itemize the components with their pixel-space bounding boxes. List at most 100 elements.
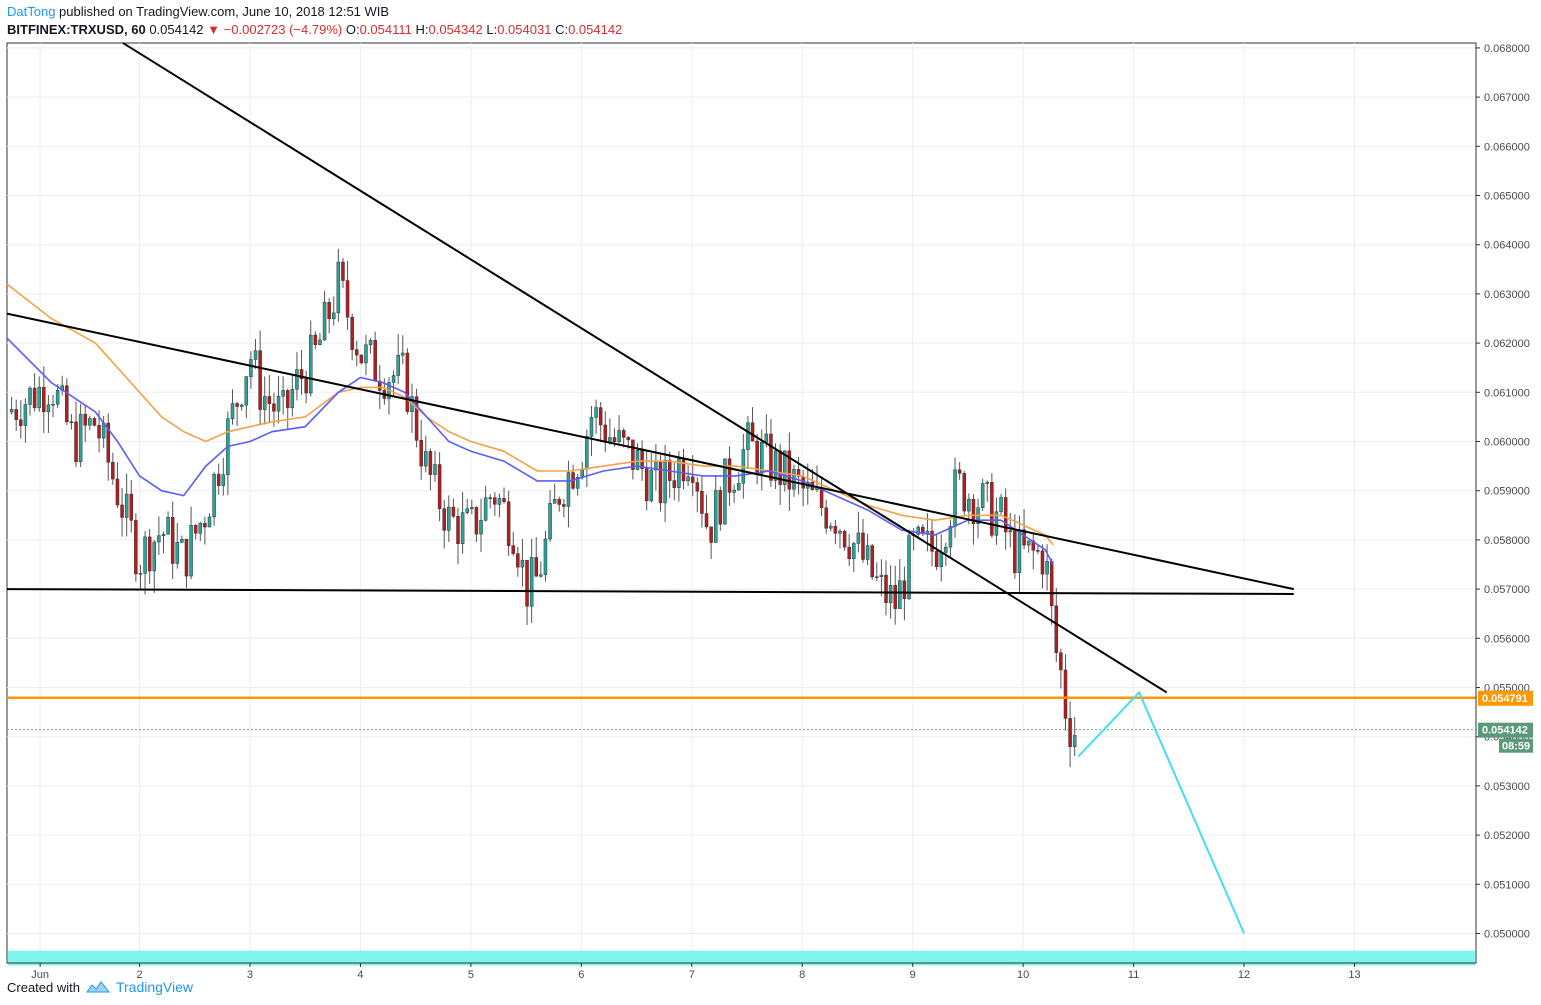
time-tick-label: 4 (357, 969, 363, 981)
candle-body (97, 425, 101, 439)
countdown-label: 08:59 (1502, 741, 1530, 753)
candle-body (520, 559, 525, 568)
candle-body (318, 339, 322, 346)
candle-body (681, 458, 686, 482)
candle-body (46, 404, 51, 412)
candle-body (120, 504, 124, 518)
price-tick-label: 0.061000 (1484, 387, 1530, 399)
candle-body (138, 573, 143, 575)
candle-body (907, 535, 911, 599)
publish-info: DatTong published on TradingView.com, Ju… (7, 4, 389, 19)
candle-body (28, 387, 32, 405)
candle-body (1072, 735, 1077, 747)
candle-body (115, 478, 120, 506)
footer: Created with TradingView (7, 979, 193, 995)
candle-body (465, 508, 469, 513)
candle-body (295, 369, 299, 390)
candles (9, 248, 1077, 768)
trend-line (6, 588, 1294, 596)
trend-lines (6, 42, 1294, 694)
symbol-legend: BITFINEX:TRXUSD, 60 0.054142 ▼ −0.002723… (7, 22, 622, 37)
candle-body (548, 503, 552, 540)
candle-body (672, 480, 677, 488)
last-price-tag: 0.054142 08:59 (1478, 722, 1533, 753)
candle-body (713, 490, 718, 543)
tradingview-link[interactable]: TradingView (115, 979, 194, 995)
high-label: H: (415, 22, 429, 37)
grid (7, 43, 1476, 963)
candle-body (106, 422, 110, 463)
author-link[interactable]: DatTong (7, 4, 56, 19)
candle-body (180, 538, 184, 543)
candle-body (552, 499, 557, 504)
candle-body (451, 506, 456, 517)
candle-body (189, 525, 193, 577)
candle-body (502, 498, 506, 502)
candle-body (368, 340, 373, 346)
candle-body (143, 536, 147, 574)
time-tick-label: 7 (689, 969, 695, 981)
candle-body (1059, 652, 1063, 671)
slow-moving-average (6, 283, 1054, 546)
candle-body (980, 483, 985, 508)
candle-body (852, 543, 856, 560)
candle-body (750, 422, 755, 442)
candle-body (442, 508, 446, 531)
candle-body (695, 482, 700, 492)
candle-body (249, 359, 253, 377)
candle-body (1036, 550, 1040, 552)
candle-body (437, 464, 442, 509)
candle-body (898, 580, 902, 609)
candle-body (658, 461, 663, 504)
candle-body (304, 378, 308, 394)
candle-body (511, 545, 515, 554)
candle-body (598, 407, 603, 426)
candle-body (870, 545, 874, 578)
candle-body (1049, 561, 1054, 607)
candle-body (704, 513, 709, 528)
publish-text: published on TradingView.com, June 10, 2… (59, 4, 390, 19)
candle-body (1054, 605, 1059, 654)
candle-body (299, 369, 304, 380)
candle-body (962, 473, 966, 512)
price-tick-label: 0.053000 (1484, 781, 1530, 793)
candle-body (861, 532, 865, 560)
candle-body (875, 576, 879, 579)
time-tick-label: 11 (1128, 969, 1139, 981)
candle-body (990, 482, 994, 536)
candle-body (603, 424, 608, 443)
candle-body (483, 497, 488, 521)
created-with-text: Created with (7, 979, 80, 995)
candle-body (290, 389, 295, 409)
symbol-name[interactable]: BITFINEX:TRXUSD, 60 (7, 22, 146, 37)
candle-body (419, 440, 423, 467)
candle-body (884, 574, 888, 603)
candle-body (313, 334, 318, 346)
time-tick-label: 2 (136, 969, 142, 981)
price-change: −0.002723 (−4.79%) (223, 22, 343, 37)
candle-body (746, 422, 750, 450)
candle-body (612, 437, 617, 442)
candle-body (355, 349, 359, 356)
candle-body (824, 507, 828, 529)
close-value: 0.054142 (568, 22, 623, 37)
candle-body (944, 546, 948, 553)
time-tick-label: 10 (1017, 969, 1029, 981)
candle-body (235, 403, 239, 407)
candle-body (516, 553, 520, 568)
price-tick-label: 0.052000 (1484, 830, 1530, 842)
candle-body (488, 497, 492, 499)
candle-body (147, 536, 152, 572)
time-tick-label: 8 (799, 969, 805, 981)
candle-body (759, 442, 764, 474)
candle-body (718, 490, 723, 525)
candle-body (327, 302, 331, 320)
candle-body (700, 490, 704, 514)
candle-body (51, 403, 55, 406)
candle-body (262, 396, 267, 410)
open-label: O: (345, 22, 360, 37)
price-axis: 0.068000 0.067000 0.066000 0.065000 0.064000… (1476, 43, 1530, 940)
time-tick-label: Jun (31, 969, 49, 981)
time-tick-label: 5 (468, 969, 474, 981)
